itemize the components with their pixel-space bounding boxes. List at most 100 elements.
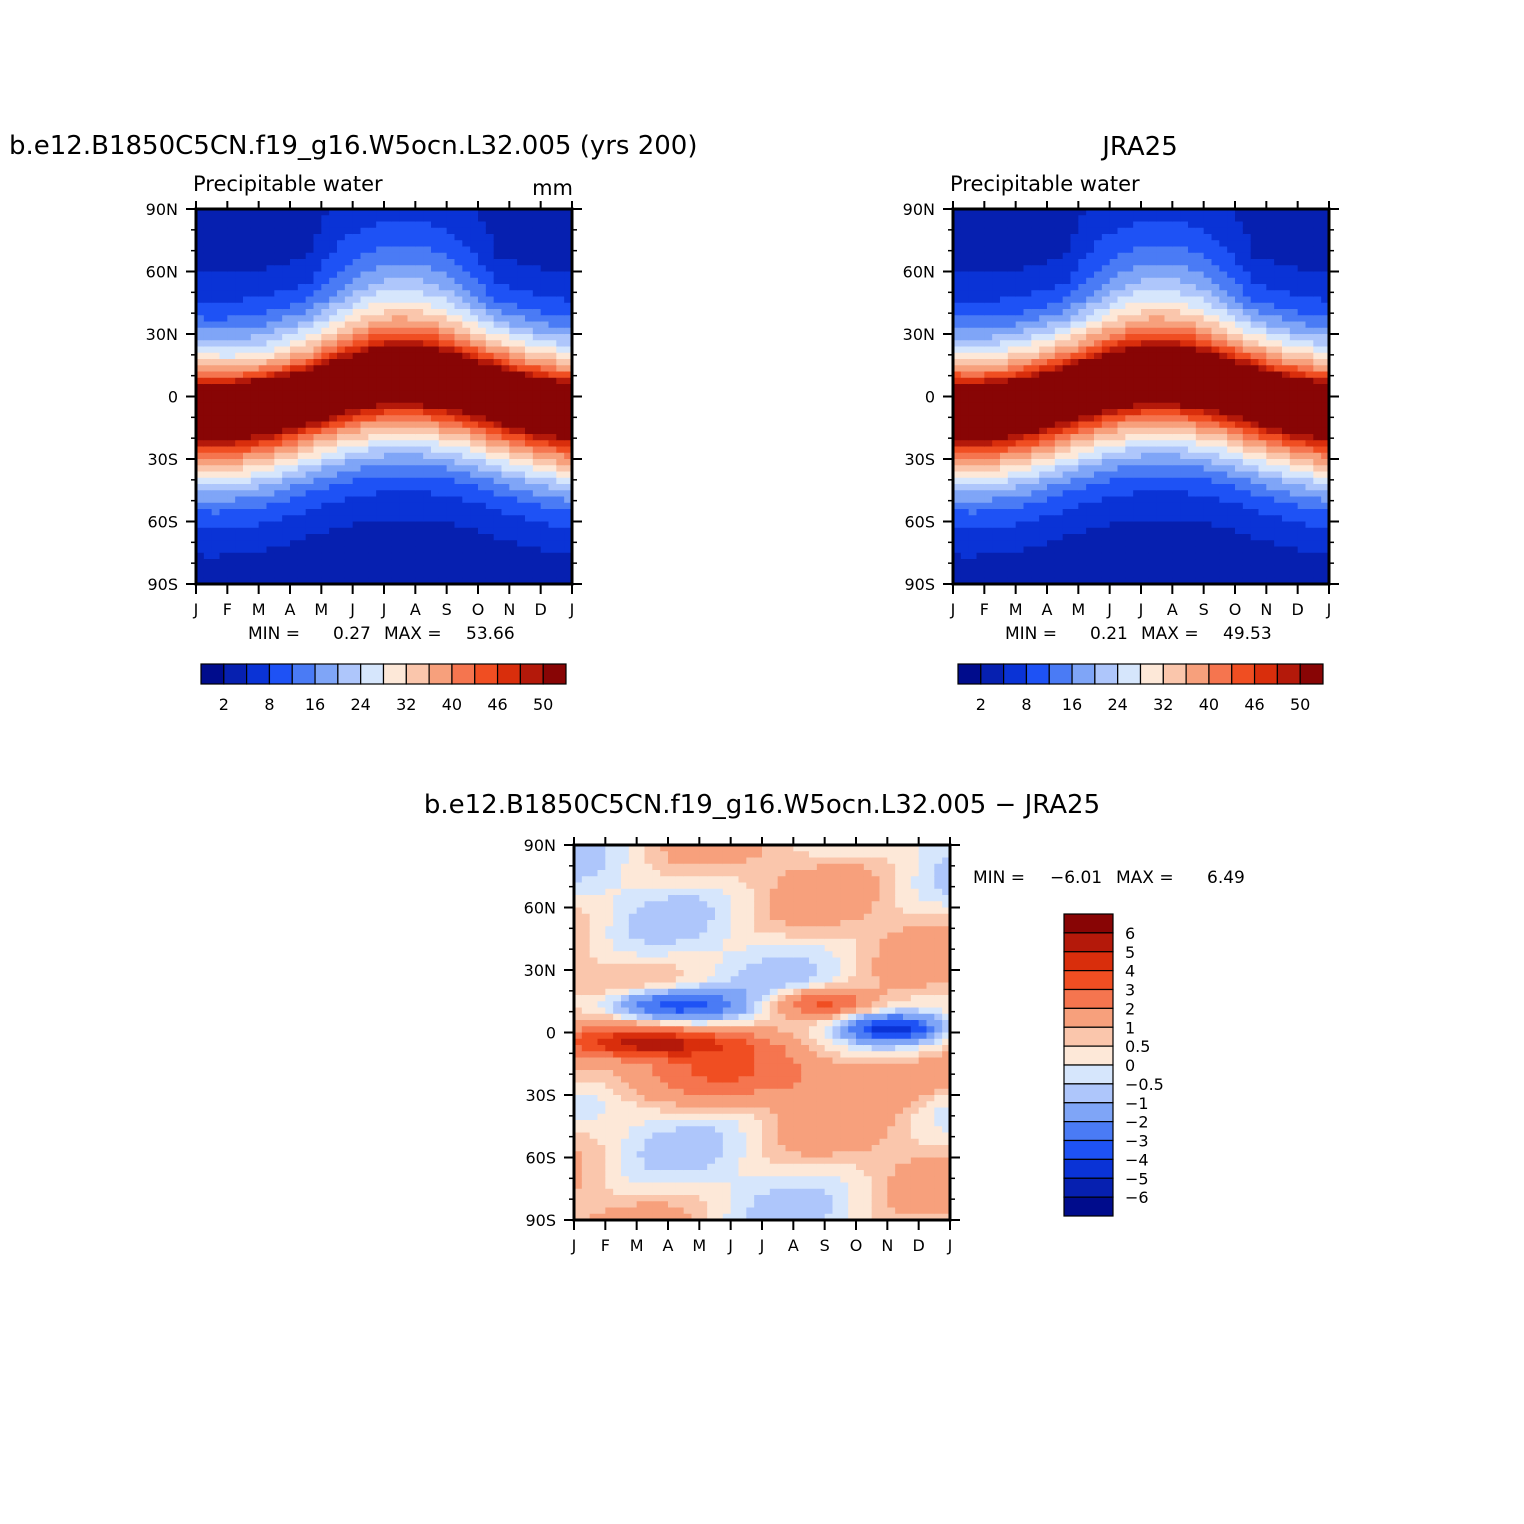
field-cell — [540, 415, 550, 423]
field-cell — [1156, 315, 1166, 323]
field-cell — [360, 571, 369, 579]
field-cell — [984, 409, 993, 416]
field-cell — [1180, 459, 1189, 466]
field-cell — [203, 534, 213, 541]
field-cell — [376, 371, 385, 379]
field-cell — [446, 415, 456, 423]
field-cell — [297, 259, 307, 266]
field-cell — [266, 259, 275, 266]
field-cell — [415, 521, 424, 529]
field-cell — [1007, 446, 1017, 454]
field-cell — [1015, 315, 1025, 323]
field-cell — [203, 246, 213, 254]
field-cell — [384, 440, 393, 448]
field-cell — [1203, 521, 1213, 529]
field-cell — [462, 396, 471, 404]
field-cell — [953, 509, 962, 516]
field-cell — [352, 446, 362, 454]
field-cell — [344, 559, 354, 566]
field-cell — [1031, 440, 1040, 448]
field-cell — [1047, 315, 1056, 323]
field-cell — [337, 521, 346, 529]
field-cell — [1195, 359, 1205, 366]
field-cell — [384, 327, 393, 335]
field-cell — [960, 390, 970, 398]
field-cell — [517, 484, 526, 491]
field-cell — [297, 565, 307, 573]
field-cell — [1000, 290, 1009, 298]
field-cell — [258, 546, 268, 554]
field-cell — [282, 377, 291, 385]
field-cell — [1156, 309, 1166, 316]
field-cell — [344, 515, 354, 523]
field-cell — [1039, 334, 1048, 341]
field-cell — [219, 559, 228, 566]
field-cell — [953, 321, 962, 329]
field-cell — [391, 477, 401, 485]
field-cell — [968, 277, 978, 285]
field-cell — [423, 402, 432, 410]
field-cell — [274, 440, 283, 448]
field-cell — [556, 315, 565, 323]
field-cell — [532, 402, 542, 410]
field-cell — [211, 477, 221, 485]
field-cell — [462, 527, 471, 535]
field-cell — [438, 240, 448, 248]
field-cell — [321, 334, 330, 341]
field-cell — [960, 484, 970, 491]
field-cell — [235, 240, 244, 248]
field-cell — [478, 415, 487, 423]
field-cell — [470, 252, 479, 260]
field-cell — [1039, 390, 1048, 398]
field-cell — [1125, 446, 1134, 454]
model-min-label: MIN = — [248, 624, 300, 644]
field-cell — [1203, 534, 1213, 541]
field-cell — [313, 540, 322, 548]
field-cell — [1125, 252, 1134, 260]
field-cell — [368, 402, 377, 410]
field-cell — [1164, 271, 1173, 279]
field-cell — [548, 234, 557, 241]
field-cell — [984, 546, 993, 554]
field-cell — [235, 496, 244, 504]
field-cell — [960, 552, 970, 560]
field-cell — [548, 284, 557, 291]
field-cell — [329, 265, 338, 273]
field-cell — [984, 240, 993, 248]
field-cell — [564, 571, 573, 579]
field-cell — [532, 415, 542, 423]
field-cell — [274, 384, 283, 391]
field-cell — [470, 434, 479, 441]
field-cell — [196, 546, 205, 554]
field-cell — [227, 296, 236, 304]
field-cell — [344, 477, 354, 485]
field-cell — [360, 346, 369, 354]
field-cell — [360, 559, 369, 566]
field-cell — [1078, 409, 1087, 416]
field-cell — [1156, 365, 1166, 373]
field-cell — [1039, 396, 1048, 404]
field-cell — [219, 577, 228, 585]
field-cell — [1180, 484, 1189, 491]
field-cell — [1203, 209, 1213, 216]
field-cell — [1078, 546, 1087, 554]
field-cell — [960, 565, 970, 573]
field-cell — [337, 465, 346, 473]
field-cell — [976, 471, 985, 479]
field-cell — [219, 421, 228, 429]
colorbar-swatch — [291, 663, 316, 685]
field-cell — [227, 315, 236, 323]
field-cell — [258, 359, 268, 366]
field-cell — [266, 240, 275, 248]
field-cell — [250, 321, 260, 329]
field-cell — [984, 415, 993, 423]
field-cell — [282, 315, 291, 323]
field-cell — [1203, 490, 1213, 498]
field-cell — [1086, 446, 1095, 454]
field-cell — [984, 296, 993, 304]
field-cell — [1094, 515, 1103, 523]
field-cell — [1062, 421, 1072, 429]
field-cell — [344, 471, 354, 479]
field-cell — [1180, 321, 1189, 329]
field-cell — [525, 459, 534, 466]
